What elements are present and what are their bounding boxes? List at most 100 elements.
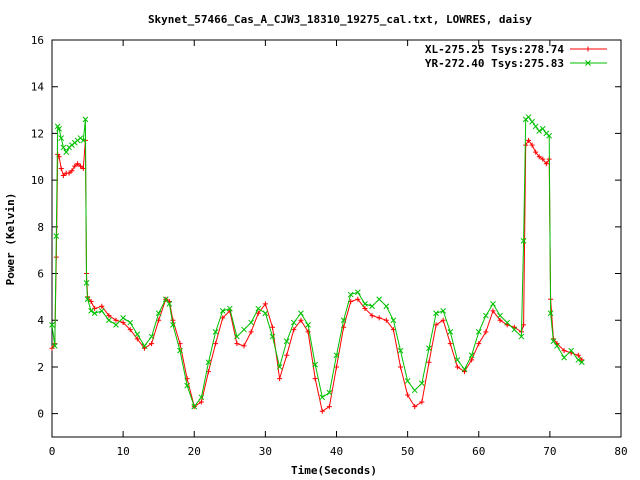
legend-label-xl: XL-275.25 Tsys:278.74: [425, 43, 564, 56]
data-point: [440, 308, 447, 314]
data-point: [248, 319, 255, 326]
data-point: [148, 333, 155, 340]
x-tick-label: 60: [472, 445, 485, 458]
x-tick-label: 10: [117, 445, 130, 458]
data-point: [234, 333, 240, 340]
data-point: [205, 359, 212, 366]
data-point: [529, 142, 535, 148]
data-point: [362, 301, 368, 307]
data-point: [518, 333, 525, 340]
data-point: [91, 310, 98, 317]
data-point: [539, 125, 546, 132]
data-point: [269, 333, 276, 340]
data-point: [305, 322, 311, 328]
data-point: [84, 296, 91, 303]
data-point: [120, 315, 126, 321]
x-tick-label: 0: [49, 445, 56, 458]
data-point: [483, 329, 489, 335]
data-point: [66, 170, 72, 176]
data-point: [561, 348, 567, 354]
data-point: [412, 404, 418, 410]
data-point: [83, 280, 90, 286]
data-point: [298, 317, 304, 323]
data-point: [397, 347, 404, 354]
data-point: [404, 378, 411, 384]
chart-title: Skynet_57466_Cas_A_CJW3_18310_19275_cal.…: [148, 13, 532, 26]
data-point: [461, 366, 468, 373]
legend: XL-275.25 Tsys:278.74 YR-272.40 Tsys:275…: [425, 43, 607, 70]
data-point: [511, 326, 518, 333]
plot-area: [49, 114, 585, 414]
data-point: [141, 343, 148, 349]
data-point: [418, 380, 425, 387]
x-tick-label: 20: [188, 445, 201, 458]
data-point: [383, 317, 389, 323]
y-tick-label: 10: [31, 174, 44, 187]
data-point: [177, 347, 183, 354]
data-point: [362, 306, 368, 312]
data-point: [291, 327, 297, 333]
data-point: [283, 338, 290, 345]
data-point: [284, 352, 290, 358]
data-point: [170, 317, 176, 323]
y-tick-label: 2: [37, 361, 44, 374]
data-point: [526, 137, 532, 143]
data-point: [419, 399, 425, 405]
x-tick-label: 70: [543, 445, 556, 458]
data-point: [120, 320, 126, 326]
data-point: [554, 343, 560, 349]
data-point: [88, 308, 94, 314]
y-tick-label: 16: [31, 34, 44, 47]
data-point: [347, 291, 354, 298]
data-point: [475, 329, 482, 335]
data-point: [127, 327, 133, 333]
data-point: [53, 233, 60, 240]
x-tick-label: 30: [259, 445, 272, 458]
data-point: [184, 382, 190, 389]
data-point: [575, 357, 582, 363]
data-point: [162, 296, 169, 303]
data-point: [60, 144, 67, 151]
data-point: [369, 313, 375, 319]
data-point: [213, 341, 219, 347]
data-point: [220, 315, 226, 321]
data-point: [134, 331, 141, 338]
y-tick-label: 14: [31, 81, 45, 94]
data-point: [575, 352, 581, 358]
data-point: [319, 408, 325, 414]
data-point: [532, 123, 539, 130]
data-point: [49, 322, 55, 328]
x-axis: 0 10 20 30 40 50 60 70 80: [49, 40, 628, 458]
data-point: [262, 310, 269, 317]
data-point: [405, 392, 411, 398]
series-line: [51, 116, 583, 408]
data-point: [226, 305, 233, 312]
data-point: [483, 312, 489, 319]
data-point: [277, 376, 283, 382]
data-point: [454, 357, 461, 363]
data-point: [390, 327, 396, 333]
y-axis-label: Power (Kelvin): [4, 193, 17, 286]
data-point: [60, 172, 66, 178]
plot-frame: [51, 39, 622, 438]
data-point: [454, 364, 460, 370]
data-point: [255, 310, 261, 316]
data-point: [75, 161, 81, 167]
data-point: [170, 322, 176, 328]
data-point: [80, 165, 86, 171]
data-point: [390, 317, 397, 324]
data-point: [520, 237, 527, 244]
data-point: [354, 289, 361, 296]
data-point: [547, 310, 554, 317]
data-point: [241, 326, 247, 333]
data-point: [383, 303, 390, 310]
data-point: [326, 404, 332, 410]
data-point: [82, 116, 89, 123]
data-point: [319, 394, 326, 401]
data-point: [58, 165, 64, 171]
y-tick-label: 6: [37, 268, 44, 281]
data-point: [58, 135, 65, 141]
y-tick-label: 0: [37, 408, 44, 421]
data-point: [326, 389, 333, 396]
